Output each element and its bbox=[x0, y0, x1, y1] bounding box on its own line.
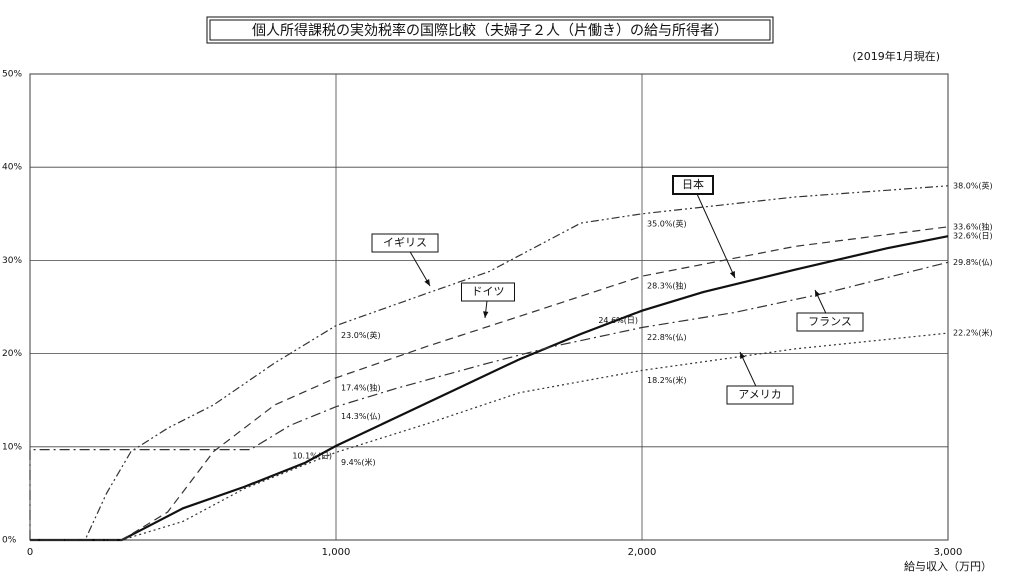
data-label: 23.0%(英) bbox=[341, 330, 381, 340]
data-label: 10.1%(日) bbox=[292, 451, 332, 460]
data-label: 22.8%(仏) bbox=[647, 333, 687, 342]
legend-label: イギリス bbox=[383, 236, 427, 249]
legend-label: 日本 bbox=[682, 177, 704, 191]
data-label: 35.0%(英) bbox=[647, 218, 687, 228]
data-label: 9.4%(米) bbox=[341, 457, 376, 467]
legend-label: フランス bbox=[808, 315, 852, 328]
legend-box bbox=[672, 175, 714, 195]
data-label: 28.3%(独) bbox=[647, 281, 687, 291]
title-box-inner bbox=[209, 19, 771, 41]
legend-box bbox=[371, 233, 439, 253]
y-tick-label: 30% bbox=[2, 256, 22, 266]
legend-box bbox=[726, 385, 794, 405]
legend-label: ドイツ bbox=[472, 285, 505, 298]
data-label: 17.4%(独) bbox=[341, 382, 381, 392]
y-tick-label: 50% bbox=[2, 70, 22, 80]
chart-subtitle: (2019年1月現在) bbox=[852, 49, 940, 63]
x-tick-label: 1,000 bbox=[322, 547, 351, 558]
title-box bbox=[206, 16, 774, 44]
data-label: 29.8%(仏) bbox=[953, 258, 993, 267]
y-tick-label: 20% bbox=[2, 349, 22, 359]
data-label: 18.2%(米) bbox=[647, 375, 687, 385]
callout-arrowhead bbox=[729, 271, 735, 278]
series-line bbox=[30, 332, 949, 541]
series-line bbox=[30, 226, 949, 541]
data-label: 22.2%(米) bbox=[953, 328, 993, 338]
series-line bbox=[30, 185, 949, 541]
callout-arrowhead bbox=[424, 279, 430, 286]
callout-arrow bbox=[692, 184, 736, 279]
legend-box bbox=[796, 312, 864, 332]
y-tick-label: 40% bbox=[2, 163, 22, 173]
y-tick-label: 10% bbox=[2, 442, 22, 452]
legend-label: アメリカ bbox=[738, 388, 781, 401]
series-line bbox=[30, 235, 949, 542]
plot-frame bbox=[29, 73, 949, 541]
callout-arrowhead bbox=[815, 290, 821, 297]
data-label: 24.6%(日) bbox=[598, 316, 638, 325]
x-axis-label: 給与収入（万円） bbox=[904, 559, 992, 573]
chart-title: 個人所得課税の実効税率の国際比較（夫婦子２人（片働き）の給与所得者） bbox=[252, 22, 728, 39]
data-label: 14.3%(仏) bbox=[341, 412, 381, 421]
legend-box bbox=[461, 282, 515, 302]
callout-arrowhead bbox=[740, 352, 746, 359]
data-label: 38.0%(英) bbox=[953, 180, 993, 190]
x-tick-label: 0 bbox=[27, 547, 33, 558]
x-tick-label: 2,000 bbox=[628, 547, 657, 558]
data-label: 33.6%(独) bbox=[953, 221, 993, 231]
y-tick-label: 0% bbox=[2, 536, 17, 546]
callout-arrowhead bbox=[483, 311, 489, 318]
data-label: 32.6%(日) bbox=[953, 232, 993, 241]
series-line bbox=[29, 261, 949, 540]
x-tick-label: 3,000 bbox=[934, 547, 963, 558]
